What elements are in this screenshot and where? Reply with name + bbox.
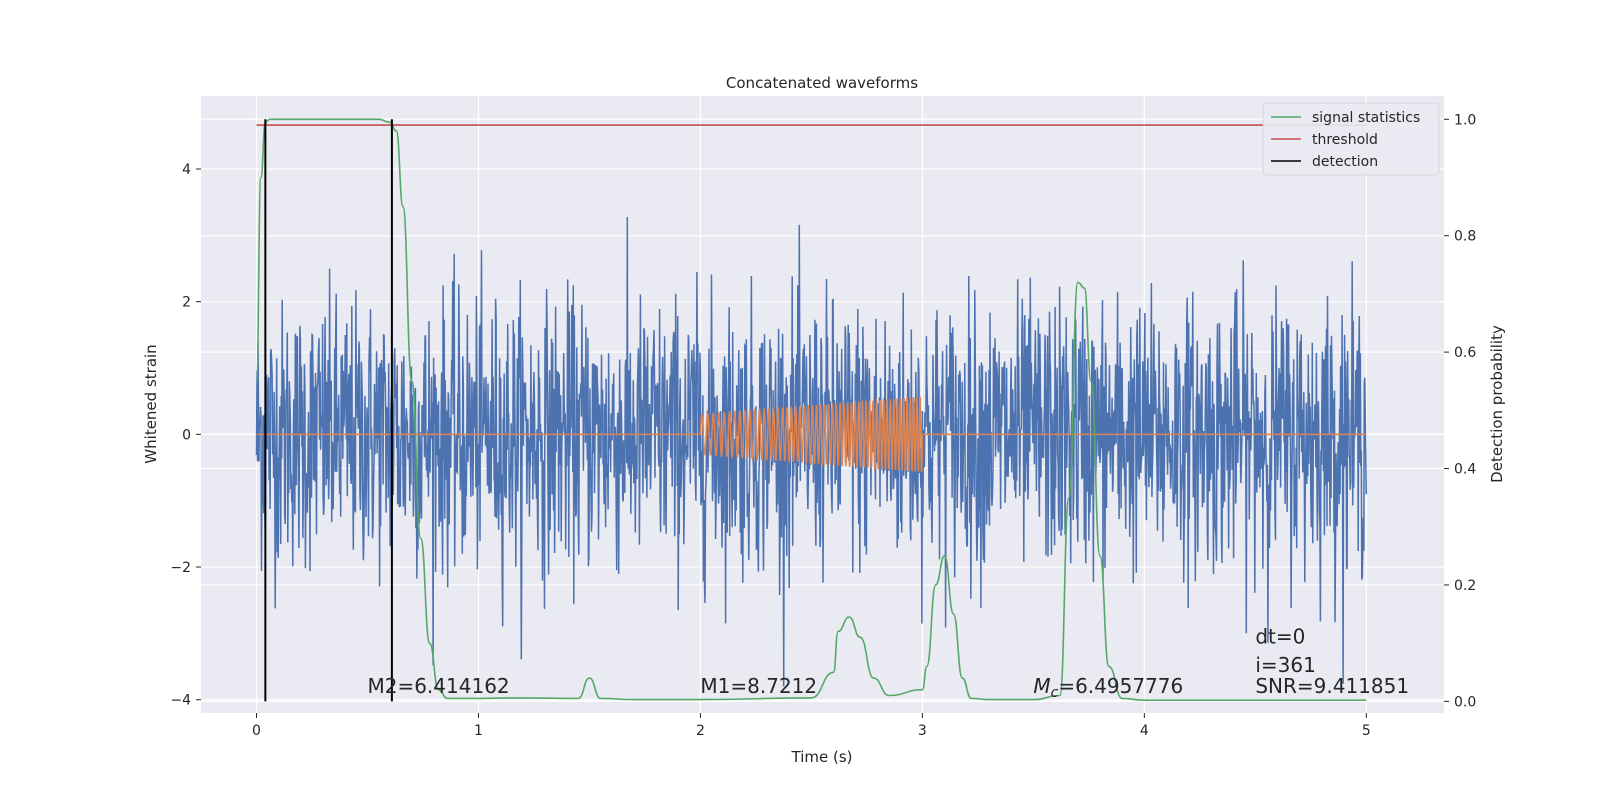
legend-label-detection: detection [1312, 154, 1378, 170]
axis-ticks: 0 1 2 3 4 5 −4 −2 0 2 4 0.0 0.2 0.4 0.6 0.8 1.0 [170, 112, 1476, 739]
annotation-text: i=361 [1255, 653, 1316, 677]
x-tick-label: 3 [918, 723, 927, 739]
y2-tick-label: 1.0 [1454, 112, 1476, 128]
chart-title: Concatenated waveforms [726, 74, 918, 92]
annotation-text: M1=8.7212 [700, 674, 817, 698]
signal-statistics-line [255, 118, 1367, 701]
y2-tick-label: 0.0 [1454, 694, 1476, 710]
legend: signal statistics threshold detection [1262, 102, 1440, 176]
y-tick-label: −2 [170, 560, 191, 576]
y-tick-label: −4 [170, 693, 191, 709]
y2-tick-label: 0.6 [1454, 345, 1476, 361]
plot-content [255, 118, 1368, 702]
annotation-text: SNR=9.411851 [1255, 674, 1409, 698]
legend-label-threshold: threshold [1312, 132, 1378, 148]
y2-axis-label: Detection probability [1488, 325, 1506, 483]
x-tick-label: 5 [1362, 723, 1371, 739]
y2-tick-label: 0.4 [1454, 462, 1476, 478]
y2-tick-label: 0.2 [1454, 578, 1476, 594]
legend-box [1262, 102, 1440, 176]
detection-lines [264, 119, 393, 702]
injected-chirp-line [256, 396, 1367, 473]
x-tick-label: 4 [1140, 723, 1149, 739]
y-tick-label: 4 [182, 162, 191, 178]
x-tick-label: 0 [252, 723, 261, 739]
annotation-text: Mc=6.4957776 [1033, 674, 1183, 701]
x-axis-label: Time (s) [791, 748, 853, 766]
annotation-text: M2=6.414162 [367, 674, 509, 698]
legend-label-signal-statistics: signal statistics [1312, 110, 1420, 126]
annotation-text: dt=0 [1255, 624, 1305, 648]
y-axis-label: Whitened strain [142, 344, 160, 463]
y2-tick-label: 0.8 [1454, 229, 1476, 245]
y-tick-label: 0 [182, 427, 191, 443]
y-tick-label: 2 [182, 295, 191, 311]
x-tick-label: 2 [696, 723, 705, 739]
x-tick-label: 1 [474, 723, 483, 739]
annotations: M2=6.414162 M1=8.7212 Mc=6.4957776 dt=0 i=36… [367, 624, 1409, 701]
